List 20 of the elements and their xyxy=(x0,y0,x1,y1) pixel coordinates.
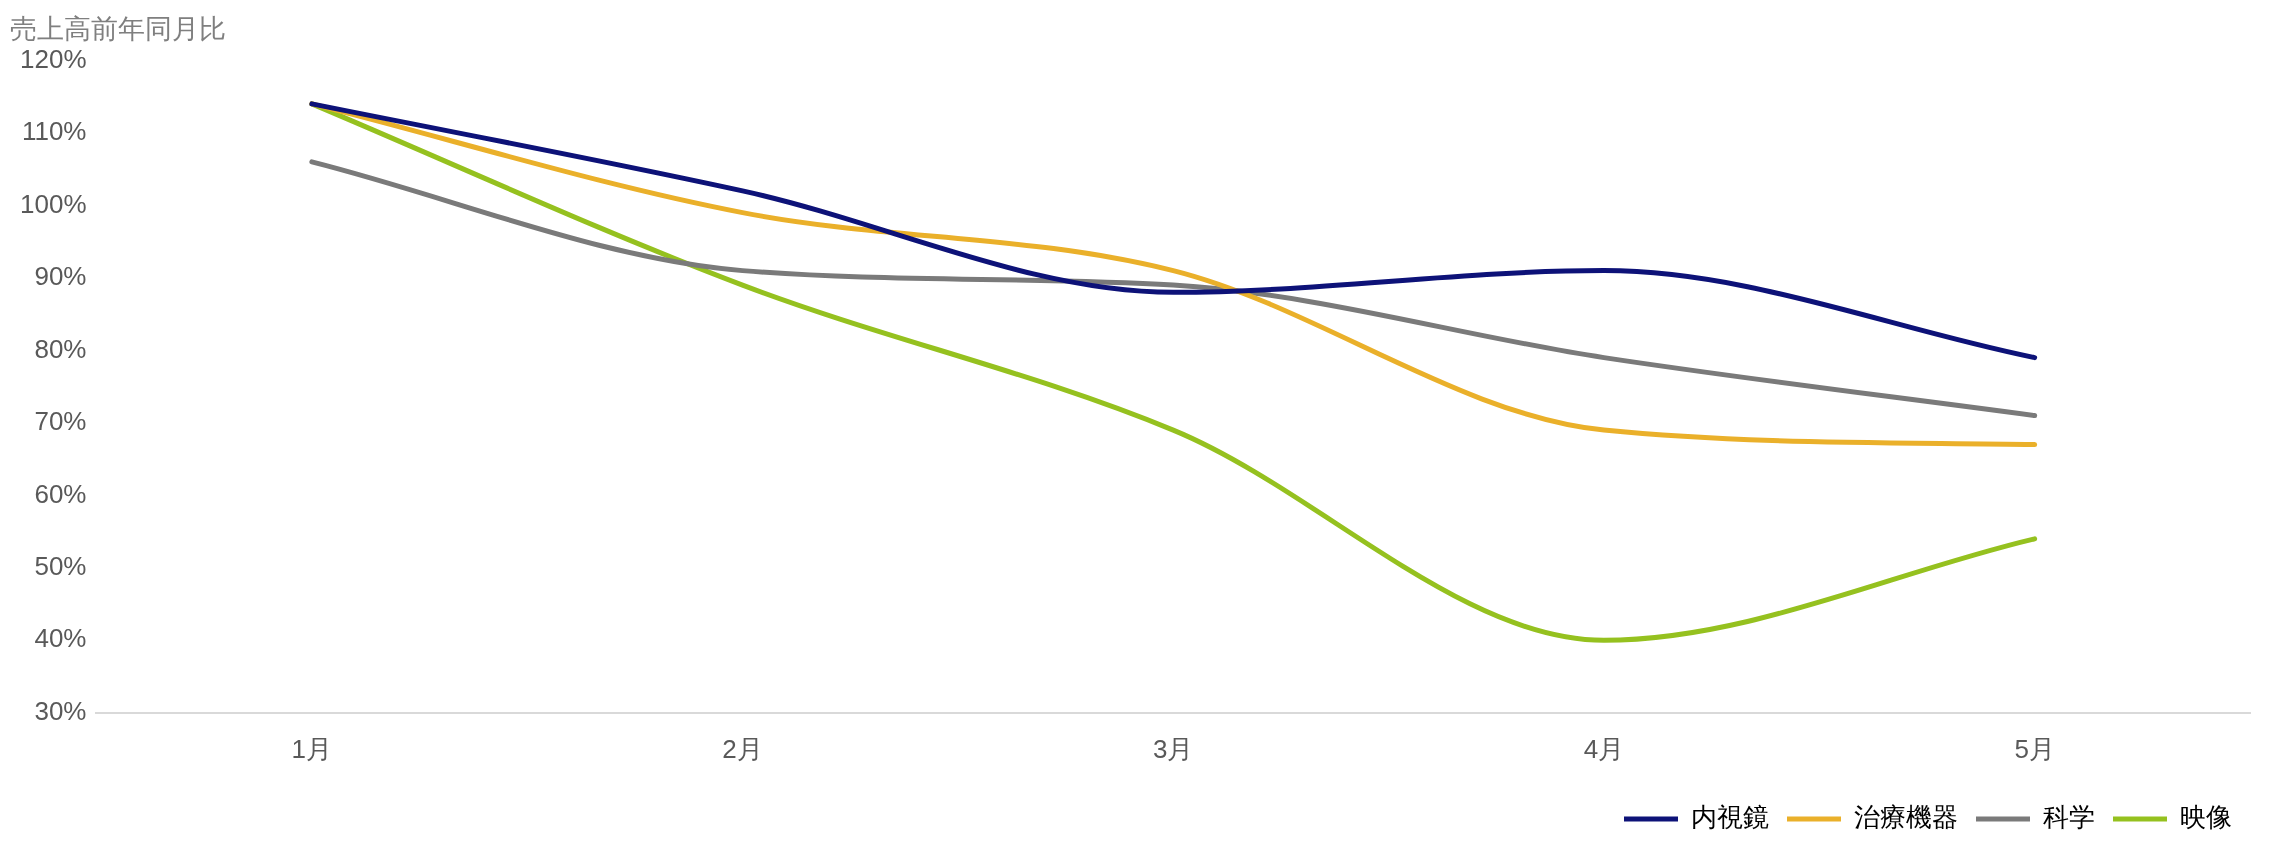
x-tick-label: 3月 xyxy=(1153,733,1194,764)
x-tick-label: 2月 xyxy=(722,733,763,764)
y-tick-label: 30% xyxy=(34,695,87,726)
legend-label: 内視鏡 xyxy=(1691,802,1769,833)
y-tick-label: 60% xyxy=(34,478,87,509)
y-tick-label: 120% xyxy=(20,43,87,74)
y-tick-label: 50% xyxy=(34,550,87,581)
legend-label: 治療機器 xyxy=(1854,802,1958,833)
y-tick-label: 70% xyxy=(34,406,87,437)
y-tick-label: 110% xyxy=(21,116,87,147)
y-tick-label: 40% xyxy=(34,623,87,654)
x-tick-label: 1月 xyxy=(291,733,333,764)
legend-label: 映像 xyxy=(2180,802,2232,833)
x-tick-label: 5月 xyxy=(2014,733,2055,764)
y-tick-label: 100% xyxy=(20,188,87,219)
x-tick-label: 4月 xyxy=(1583,733,1625,764)
y-tick-label: 90% xyxy=(34,261,87,292)
legend-label: 科学 xyxy=(2043,802,2095,833)
chart-title: 売上高前年同月比 xyxy=(10,13,226,44)
y-tick-label: 80% xyxy=(34,333,87,364)
